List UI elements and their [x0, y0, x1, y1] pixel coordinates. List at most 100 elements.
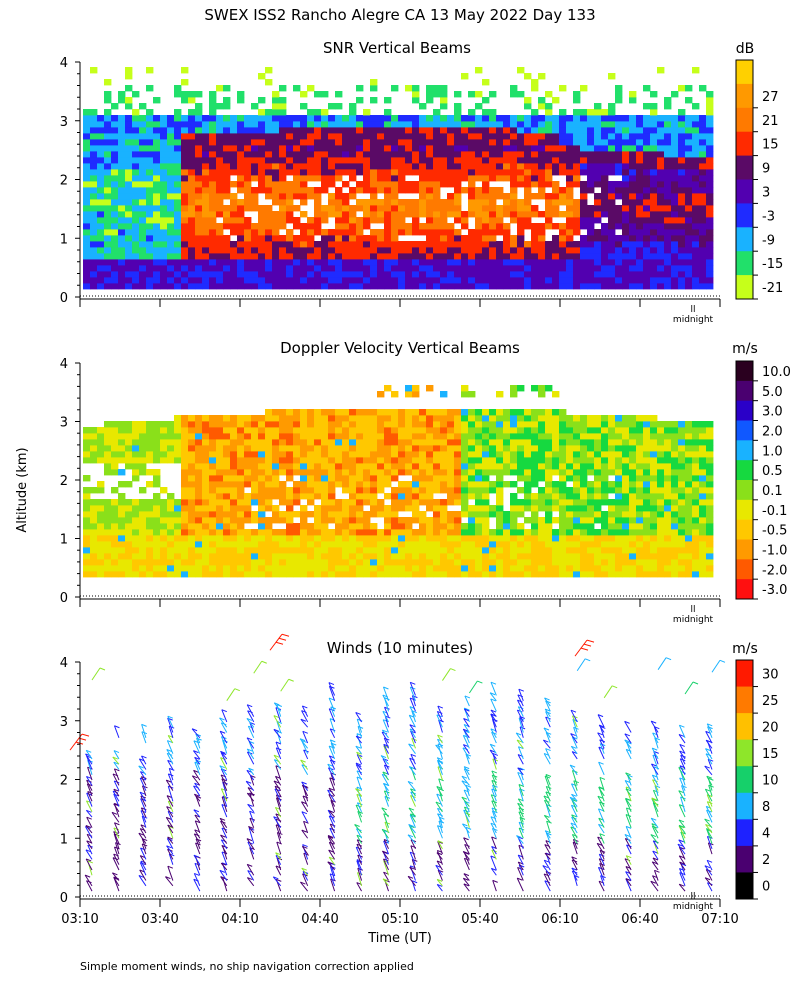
doppler-cell	[188, 487, 196, 494]
snr-cell	[615, 235, 623, 242]
doppler-cell	[125, 505, 133, 512]
snr-cell	[293, 133, 301, 140]
snr-cell	[524, 211, 532, 218]
doppler-cell	[615, 493, 623, 500]
doppler-cell	[510, 565, 518, 572]
doppler-cell	[398, 559, 406, 566]
snr-cell	[503, 169, 511, 176]
snr-cell	[111, 115, 119, 122]
doppler-cell	[349, 415, 357, 422]
snr-cell	[419, 151, 427, 158]
doppler-cell	[111, 421, 119, 428]
doppler-cell	[601, 463, 609, 470]
doppler-cell	[615, 541, 623, 548]
snr-cell	[363, 127, 371, 134]
doppler-cell	[510, 505, 518, 512]
doppler-cell	[377, 547, 385, 554]
snr-cell	[90, 127, 98, 134]
snr-cell	[440, 175, 448, 182]
snr-cell	[510, 211, 518, 218]
snr-cell	[349, 259, 357, 266]
snr-cell	[272, 259, 280, 266]
doppler-cell	[286, 421, 294, 428]
snr-cell	[454, 109, 462, 116]
snr-cell	[447, 277, 455, 284]
doppler-cell	[461, 469, 469, 476]
doppler-cell	[349, 439, 357, 446]
snr-cell	[174, 265, 182, 272]
snr-cell	[321, 139, 329, 146]
doppler-cell	[559, 415, 567, 422]
doppler-cell	[384, 409, 392, 416]
doppler-cell	[412, 385, 420, 392]
doppler-cell	[174, 457, 182, 464]
doppler-cell	[440, 559, 448, 566]
doppler-cell	[195, 457, 203, 464]
snr-cell	[223, 163, 231, 170]
doppler-cell	[209, 535, 217, 542]
snr-cell	[671, 265, 679, 272]
snr-cell	[454, 121, 462, 128]
doppler-cell	[251, 529, 259, 536]
snr-cell	[118, 259, 126, 266]
snr-cell	[363, 169, 371, 176]
snr-cell	[272, 163, 280, 170]
snr-cell	[678, 235, 686, 242]
doppler-cell	[587, 523, 595, 530]
doppler-cell	[426, 421, 434, 428]
doppler-cell	[391, 451, 399, 458]
snr-cell	[461, 127, 469, 134]
snr-cell	[615, 91, 623, 98]
doppler-cell	[489, 439, 497, 446]
doppler-cell	[146, 421, 154, 428]
snr-cell	[538, 127, 546, 134]
doppler-cell	[125, 553, 133, 560]
snr-cell	[608, 271, 616, 278]
snr-cell	[223, 223, 231, 230]
snr-cell	[307, 277, 315, 284]
doppler-cell	[342, 445, 350, 452]
doppler-cell	[83, 475, 91, 482]
snr-cell	[405, 259, 413, 266]
doppler-cell	[118, 493, 126, 500]
snr-cell	[258, 151, 266, 158]
snr-cell	[349, 121, 357, 128]
snr-cell	[475, 235, 483, 242]
doppler-cell	[580, 433, 588, 440]
snr-cell	[377, 283, 385, 290]
snr-cell	[160, 157, 168, 164]
doppler-cell	[314, 427, 322, 434]
snr-cell	[559, 223, 567, 230]
doppler-cell	[608, 457, 616, 464]
snr-cell	[678, 199, 686, 206]
snr-cell	[251, 277, 259, 284]
doppler-cell	[454, 517, 462, 524]
snr-cell	[279, 109, 287, 116]
snr-cell	[342, 271, 350, 278]
doppler-cell	[286, 529, 294, 536]
snr-cell	[160, 151, 168, 158]
doppler-cell	[300, 445, 308, 452]
snr-cell	[475, 277, 483, 284]
doppler-cell	[468, 511, 476, 518]
doppler-cell	[174, 559, 182, 566]
snr-cell	[342, 229, 350, 236]
doppler-cell	[286, 433, 294, 440]
snr-cell	[496, 229, 504, 236]
doppler-cell	[314, 463, 322, 470]
snr-cell	[622, 115, 630, 122]
doppler-cell	[650, 559, 658, 566]
doppler-cell	[454, 415, 462, 422]
doppler-cell	[230, 469, 238, 476]
snr-cell	[195, 193, 203, 200]
doppler-cell	[482, 553, 490, 560]
snr-cell	[363, 271, 371, 278]
snr-cell	[622, 277, 630, 284]
snr-cell	[272, 181, 280, 188]
snr-cell	[650, 121, 658, 128]
doppler-cell	[552, 457, 560, 464]
doppler-cell	[370, 571, 378, 578]
snr-cell	[125, 175, 133, 182]
snr-cell	[216, 127, 224, 134]
snr-cell	[118, 283, 126, 290]
